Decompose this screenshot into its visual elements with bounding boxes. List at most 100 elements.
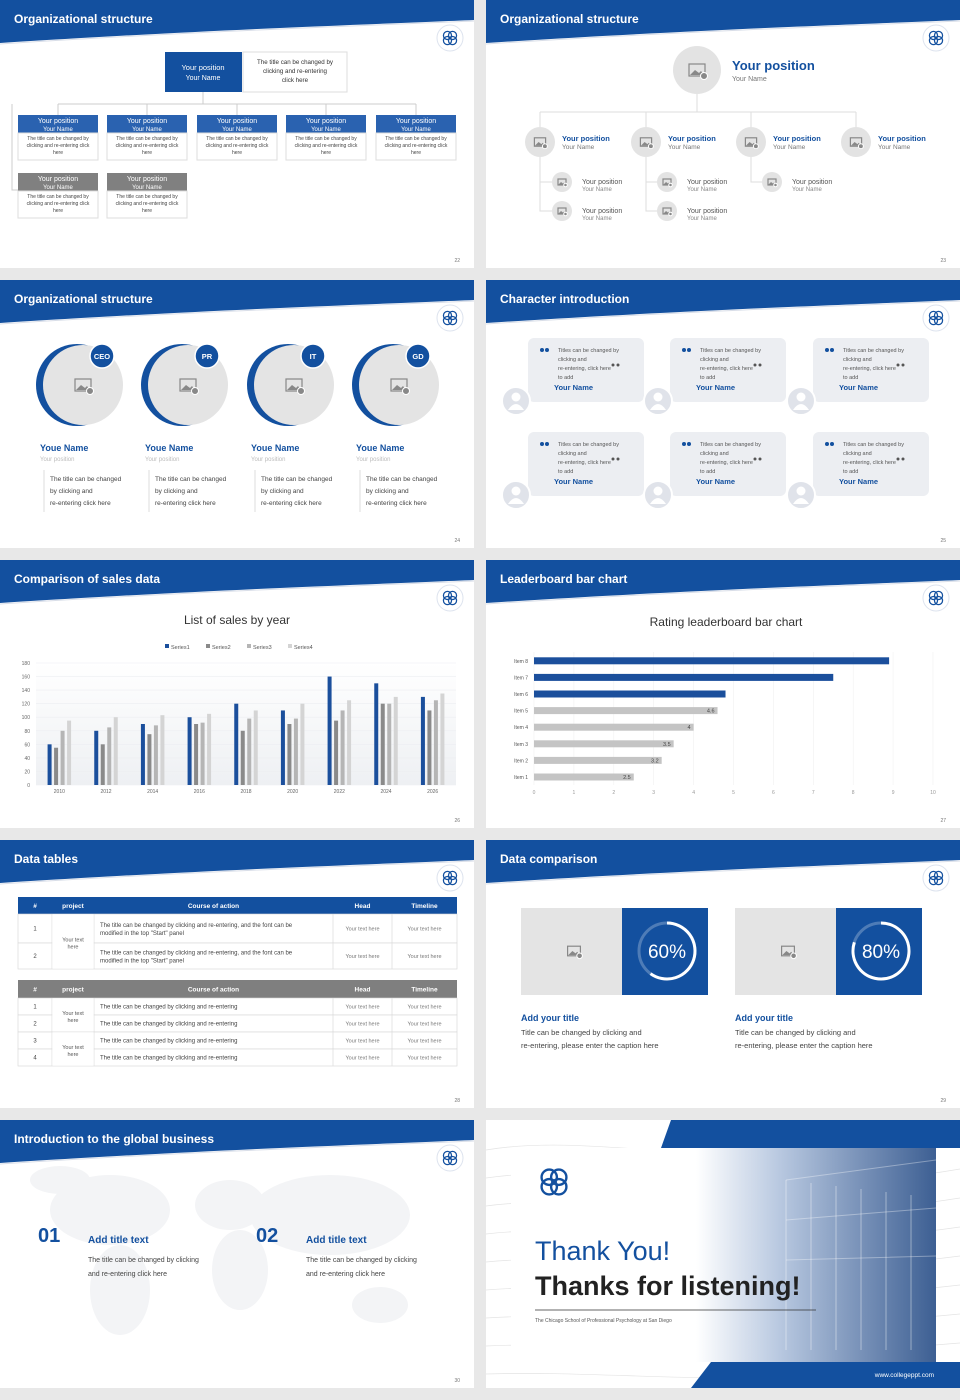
text: The title can be changed by clicking and… xyxy=(100,1056,237,1062)
avatar-body xyxy=(650,498,666,504)
logo-ring xyxy=(442,35,453,46)
table-header xyxy=(18,980,457,998)
logo-ring xyxy=(933,595,944,606)
header-edge xyxy=(0,860,475,885)
image-icon xyxy=(688,63,706,77)
image-icon xyxy=(557,178,567,186)
y-tick-label: 20 xyxy=(24,769,30,775)
page-number: 24 xyxy=(454,538,460,544)
merged-cell xyxy=(52,998,94,1032)
text: Your position xyxy=(251,457,285,463)
image-icon xyxy=(402,387,410,395)
y-tick-label: 40 xyxy=(24,756,30,762)
school: The Chicago School of Professional Psych… xyxy=(535,1318,672,1324)
header-edge xyxy=(0,580,475,605)
image-icon xyxy=(576,952,583,960)
image-icon xyxy=(690,70,704,75)
column-header: Head xyxy=(355,987,371,994)
image-icon xyxy=(662,207,672,215)
y-tick-label: 60 xyxy=(24,742,30,748)
bar xyxy=(200,722,205,785)
image-icon xyxy=(767,178,777,186)
logo-badge xyxy=(922,584,950,612)
accent-band xyxy=(691,1362,960,1388)
text: The title can be changed by clicking and … xyxy=(116,136,179,156)
x-tick-label: 2022 xyxy=(334,789,345,795)
quote-mark xyxy=(830,442,834,446)
y-tick-label: 80 xyxy=(24,729,30,735)
x-tick-label: 2026 xyxy=(427,789,438,795)
legend-label: Series2 xyxy=(212,645,231,651)
text: Titles can be changed by clicking and re-e… xyxy=(558,348,619,381)
connector xyxy=(539,94,857,212)
text: Your Name xyxy=(311,127,341,133)
quote-mark xyxy=(825,442,829,446)
text: Your position xyxy=(878,134,926,143)
bar xyxy=(147,734,152,785)
text: The title can be changed by clicking and … xyxy=(27,194,90,214)
slide: Data tables 28 # project Course of action Hea… xyxy=(0,840,475,1108)
quote-mark xyxy=(753,363,757,367)
header-edge xyxy=(0,20,475,45)
column-header: # xyxy=(33,987,37,994)
logo-ring xyxy=(549,1168,568,1187)
slide-title: Data comparison xyxy=(500,852,597,866)
y-tick-label: Item 2 xyxy=(514,758,528,764)
x-tick-label: 2 xyxy=(612,790,615,796)
text: Your position xyxy=(582,208,622,215)
text: Youe Name xyxy=(145,443,193,453)
text: Your Name xyxy=(554,383,593,392)
quote-mark xyxy=(687,348,691,352)
card xyxy=(813,432,929,496)
bar xyxy=(60,730,65,785)
text: 1 xyxy=(33,927,37,933)
logo-ring xyxy=(447,30,458,41)
bar xyxy=(334,720,339,785)
table-header xyxy=(18,897,457,914)
bar xyxy=(374,683,379,785)
avatar-body xyxy=(650,404,666,410)
x-tick-label: 2010 xyxy=(54,789,65,795)
bar xyxy=(280,710,285,785)
bar xyxy=(534,657,890,665)
slide-header xyxy=(0,280,474,323)
page-number: 23 xyxy=(940,258,946,264)
text: Your position xyxy=(792,179,832,186)
avatar xyxy=(525,127,555,157)
page-number: 25 xyxy=(940,538,946,544)
page-number: 30 xyxy=(454,1378,460,1384)
avatar-head xyxy=(796,486,806,496)
logo-ring xyxy=(933,315,944,326)
text: 1 xyxy=(33,1005,37,1011)
text: Add your title xyxy=(521,1013,579,1023)
org-box-header xyxy=(376,115,456,133)
y-tick-label: 160 xyxy=(22,675,31,681)
image-icon xyxy=(392,385,406,390)
map-shape xyxy=(50,1175,170,1245)
text: Titles can be changed by clicking and re-e… xyxy=(843,348,904,381)
bar xyxy=(427,710,432,785)
logo-ring xyxy=(540,1168,559,1187)
text: Your Name xyxy=(401,127,431,133)
text: Your Name xyxy=(582,187,612,193)
y-tick-label: Item 7 xyxy=(514,675,528,681)
text: Your Name xyxy=(132,185,162,191)
image-icon xyxy=(390,378,408,392)
slide-background xyxy=(486,0,960,268)
text: The title can be changed by clicking and … xyxy=(27,136,90,156)
text: Your Name xyxy=(839,477,878,486)
map-shape xyxy=(212,1230,268,1310)
slide-title: Organizational structure xyxy=(14,12,153,26)
text: 02 xyxy=(256,1225,278,1247)
page-number: 22 xyxy=(454,258,460,264)
text: Your position xyxy=(582,179,622,186)
image-icon xyxy=(557,207,567,215)
text: 01 xyxy=(38,1225,60,1247)
slide-background xyxy=(0,840,474,1108)
y-tick-label: 120 xyxy=(22,702,31,708)
slide-title: Introduction to the global business xyxy=(14,1132,214,1146)
logo-ring xyxy=(928,30,939,41)
image-icon xyxy=(744,137,758,147)
